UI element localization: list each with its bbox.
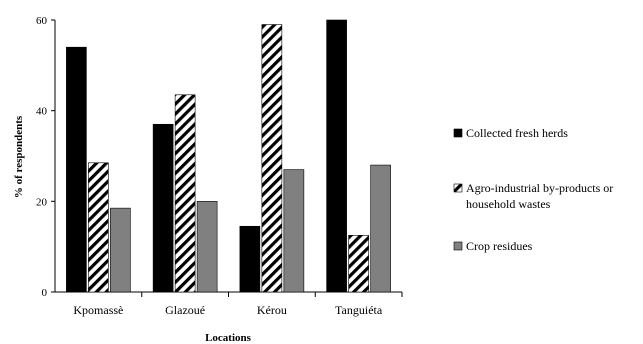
bar-glazoue-series-2: [174, 94, 196, 293]
legend-swatch: [453, 241, 463, 251]
legend-label: Agro-industrial by-products or: [466, 181, 613, 195]
bar-tanguieta-series-2: [348, 235, 369, 293]
chart-bars: [66, 19, 391, 293]
bar-kerou-series-3: [283, 169, 305, 293]
y-tick-label: 40: [36, 106, 48, 118]
x-tick-label: Kpomassè: [73, 303, 123, 317]
bar-kerou-series-1: [239, 225, 261, 293]
bar-tanguieta-series-1: [326, 19, 347, 293]
y-tick-label: 0: [42, 287, 48, 299]
y-tick-label: 20: [36, 196, 48, 208]
legend-swatch: [453, 183, 463, 193]
chart-legend: Collected fresh herds Agro-industrial by-…: [453, 126, 613, 253]
y-axis-label: % of respondents: [13, 115, 25, 198]
y-tick-label: 60: [36, 15, 48, 27]
x-axis-label: Locations: [205, 332, 252, 344]
bar-kpomasse-series-2: [88, 162, 109, 293]
bar-glazoue-series-1: [152, 123, 174, 293]
x-tick-label: Kérou: [257, 303, 287, 317]
bar-kerou-series-2: [261, 24, 283, 293]
x-tick-label: Tanguiéta: [335, 303, 383, 317]
legend-label: Crop residues: [466, 239, 533, 253]
bar-tanguieta-series-3: [370, 164, 391, 293]
legend-swatch: [453, 128, 463, 138]
bar-kpomasse-series-3: [110, 207, 131, 293]
chart-tick-labels: 0 20 40 60 Kpomassè Glazoué Kérou Tanguiéta: [36, 15, 383, 317]
bar-glazoue-series-3: [196, 201, 218, 293]
bar-kpomasse-series-1: [66, 46, 87, 293]
legend-label: Collected fresh herds: [466, 126, 568, 140]
x-tick-label: Glazoué: [165, 303, 205, 317]
legend-label: household wastes: [466, 197, 551, 211]
